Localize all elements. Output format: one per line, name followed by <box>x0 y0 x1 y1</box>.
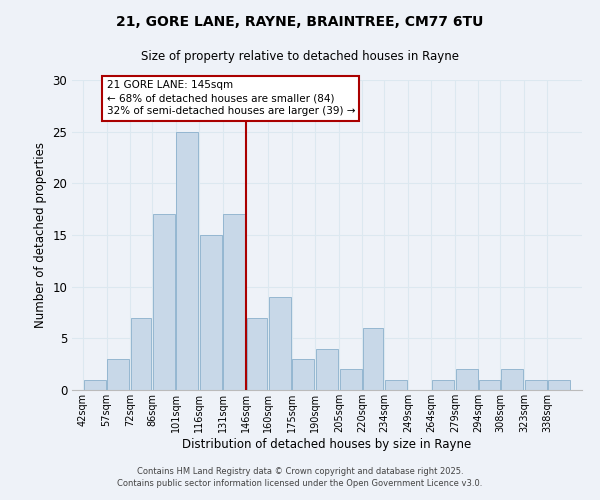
Bar <box>548 380 570 390</box>
Bar <box>340 370 362 390</box>
Bar <box>269 297 291 390</box>
Bar <box>479 380 500 390</box>
Bar <box>247 318 268 390</box>
Bar <box>385 380 407 390</box>
Text: 21 GORE LANE: 145sqm
← 68% of detached houses are smaller (84)
32% of semi-detac: 21 GORE LANE: 145sqm ← 68% of detached h… <box>107 80 355 116</box>
Bar <box>200 235 222 390</box>
Text: 21, GORE LANE, RAYNE, BRAINTREE, CM77 6TU: 21, GORE LANE, RAYNE, BRAINTREE, CM77 6T… <box>116 15 484 29</box>
Bar <box>131 318 151 390</box>
Bar <box>501 370 523 390</box>
Bar <box>153 214 175 390</box>
Bar <box>223 214 245 390</box>
Bar <box>525 380 547 390</box>
Text: Contains HM Land Registry data © Crown copyright and database right 2025.
Contai: Contains HM Land Registry data © Crown c… <box>118 466 482 487</box>
Bar <box>84 380 106 390</box>
Text: Size of property relative to detached houses in Rayne: Size of property relative to detached ho… <box>141 50 459 63</box>
X-axis label: Distribution of detached houses by size in Rayne: Distribution of detached houses by size … <box>182 438 472 450</box>
Bar <box>107 359 129 390</box>
Bar <box>455 370 478 390</box>
Bar <box>292 359 314 390</box>
Bar <box>363 328 383 390</box>
Bar <box>316 348 338 390</box>
Bar <box>176 132 199 390</box>
Y-axis label: Number of detached properties: Number of detached properties <box>34 142 47 328</box>
Bar <box>432 380 454 390</box>
